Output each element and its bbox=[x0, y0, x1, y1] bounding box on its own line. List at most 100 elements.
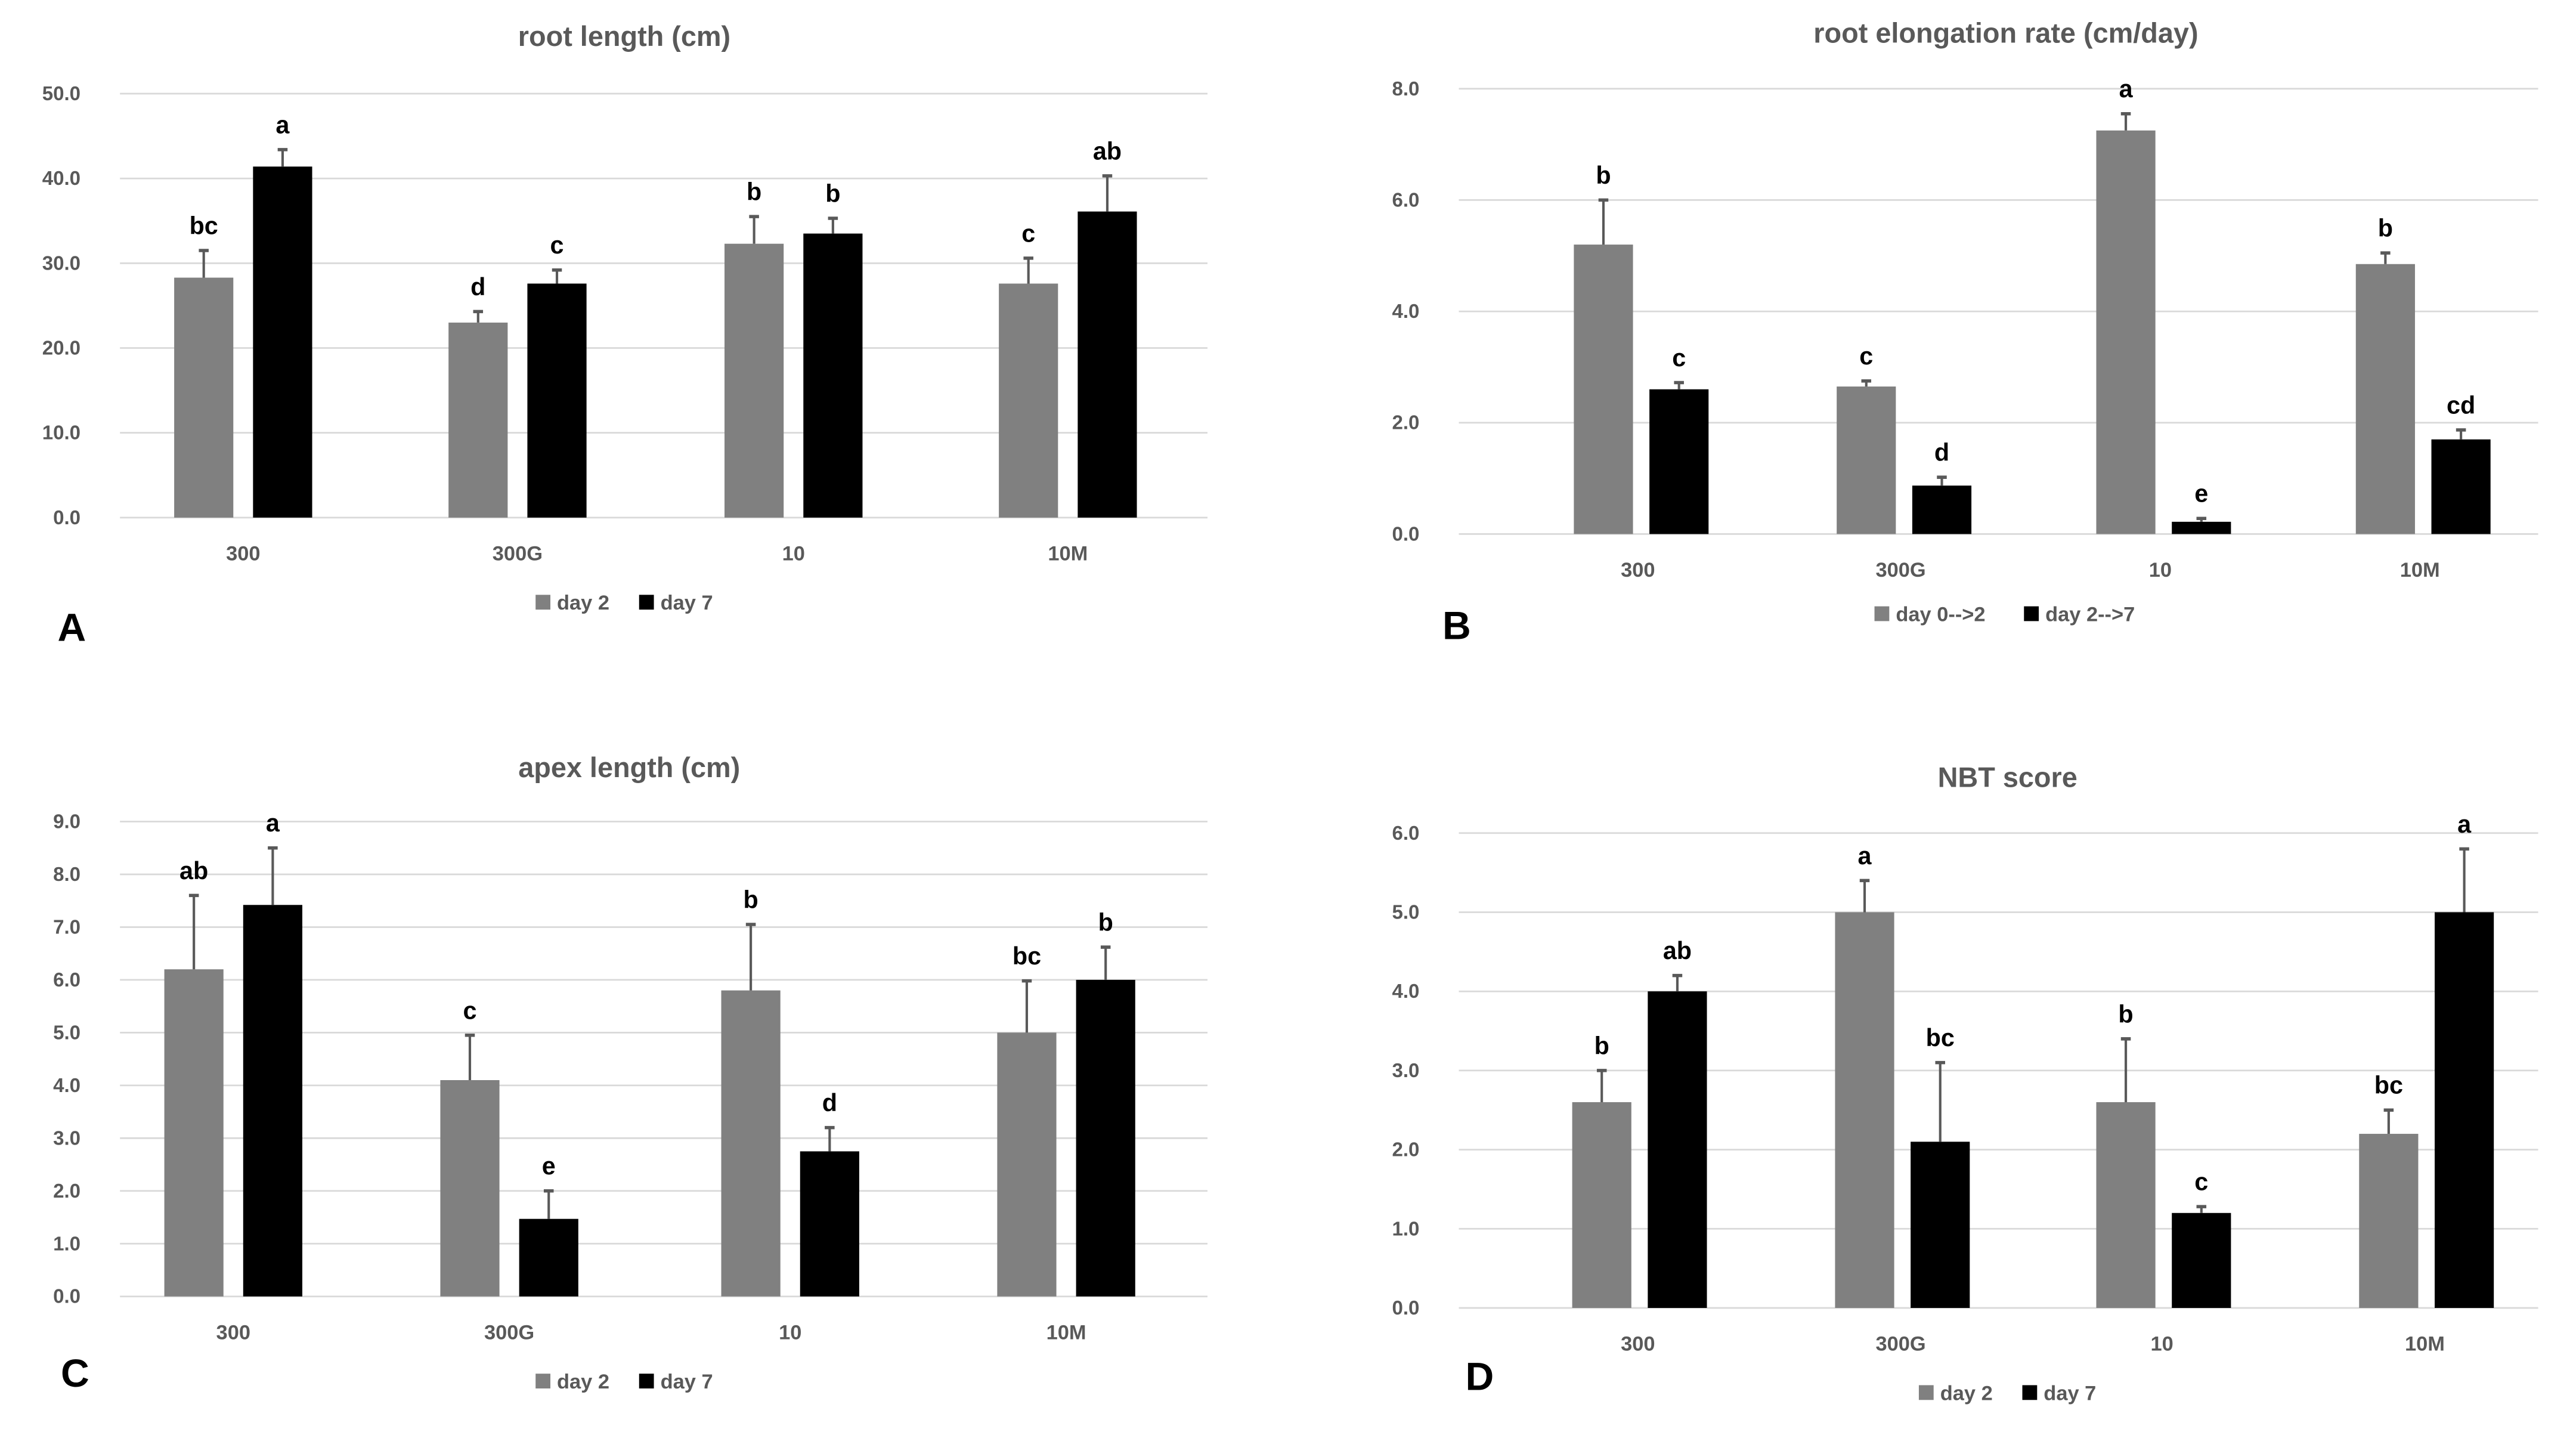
y-tick-label: 0.0 bbox=[1392, 1297, 1419, 1319]
significance-label: d bbox=[822, 1089, 837, 1116]
y-tick-label: 3.0 bbox=[53, 1127, 80, 1149]
legend-label: day 7 bbox=[661, 592, 713, 614]
y-tick-label: 4.0 bbox=[53, 1075, 80, 1097]
y-tick-label: 8.0 bbox=[1392, 78, 1419, 100]
significance-label: c bbox=[1021, 219, 1035, 247]
y-tick-label: 9.0 bbox=[53, 811, 80, 833]
y-tick-label: 6.0 bbox=[1392, 189, 1419, 211]
chart-panel-b: root elongation rate (cm/day) 0.0 2.0 4.0 6.… bbox=[1392, 18, 2538, 648]
bar-day-0-2-10M bbox=[2355, 264, 2415, 534]
x-tick-label: 300G bbox=[1876, 1333, 1926, 1356]
bar-day-2-7-10 bbox=[2172, 521, 2231, 534]
bar-day-7-10M bbox=[2435, 912, 2494, 1308]
bar-day-7-300G bbox=[527, 283, 587, 518]
panel-letter: A bbox=[57, 605, 86, 649]
bar-day-0-2-10 bbox=[2096, 130, 2156, 534]
chart-panel-d: NBT score 0.0 1.0 2.0 3.0 4.0 5.0 6.0 300 300G 10 1… bbox=[1392, 762, 2538, 1405]
significance-label: e bbox=[542, 1152, 556, 1180]
legend-swatch bbox=[2024, 606, 2039, 621]
chart-panel-a: root length (cm) 0.0 10.0 20.0 30.0 40.0 50.0 3… bbox=[42, 21, 1208, 649]
legend-swatch bbox=[535, 595, 550, 610]
y-tick-label: 1.0 bbox=[53, 1233, 80, 1255]
significance-label: c bbox=[550, 231, 564, 259]
significance-label: d bbox=[1934, 439, 1949, 466]
y-tick-label: 5.0 bbox=[53, 1022, 80, 1044]
x-tick-label: 10M bbox=[2400, 559, 2440, 582]
x-tick-label: 10M bbox=[1046, 1321, 1086, 1344]
bar-day-2-300G bbox=[440, 1080, 500, 1297]
legend-swatch bbox=[1918, 1385, 1934, 1400]
y-tick-label: 4.0 bbox=[1392, 301, 1419, 323]
y-tick-label: 1.0 bbox=[1392, 1218, 1419, 1240]
bar-day-7-10M bbox=[1076, 979, 1135, 1297]
bar-day-7-10 bbox=[803, 233, 863, 518]
x-tick-label: 10 bbox=[2151, 1333, 2174, 1356]
panel-letter: C bbox=[61, 1351, 89, 1396]
legend-swatch bbox=[1874, 606, 1890, 621]
bar-day-2-7-300G bbox=[1912, 485, 1972, 534]
bar-day-2-300 bbox=[174, 277, 234, 518]
significance-label: d bbox=[470, 273, 485, 301]
significance-label: b bbox=[747, 178, 761, 206]
significance-label: b bbox=[1098, 909, 1113, 936]
bar-day-7-300G bbox=[1911, 1142, 1970, 1308]
y-tick-label: 7.0 bbox=[53, 916, 80, 938]
x-tick-label: 300G bbox=[484, 1321, 534, 1344]
y-tick-label: 2.0 bbox=[1392, 1139, 1419, 1161]
bar-day-7-10 bbox=[800, 1151, 859, 1297]
bar-day-2-7-300 bbox=[1649, 389, 1709, 534]
bar-day-7-10 bbox=[2172, 1213, 2231, 1308]
significance-label: ab bbox=[1663, 937, 1692, 964]
legend: day 2 day 7 bbox=[535, 592, 713, 614]
bar-day-7-10M bbox=[1078, 211, 1137, 518]
significance-label: c bbox=[2194, 1168, 2208, 1196]
bar-day-2-300 bbox=[1572, 1102, 1631, 1308]
significance-label: b bbox=[825, 180, 840, 207]
significance-label: e bbox=[2194, 480, 2208, 508]
bar-day-7-300 bbox=[1648, 991, 1707, 1308]
y-tick-label: 50.0 bbox=[42, 83, 80, 105]
significance-label: b bbox=[1594, 1032, 1609, 1059]
legend-swatch bbox=[639, 595, 654, 610]
x-tick-label: 300G bbox=[1876, 559, 1926, 582]
bar-day-0-2-300 bbox=[1574, 245, 1633, 534]
significance-label: a bbox=[275, 111, 290, 138]
y-tick-label: 40.0 bbox=[42, 168, 80, 190]
significance-label: bc bbox=[2374, 1072, 2403, 1099]
legend-label: day 7 bbox=[661, 1371, 713, 1393]
bar-day-7-300 bbox=[253, 166, 312, 518]
significance-label: b bbox=[743, 886, 758, 913]
x-tick-label: 300G bbox=[493, 542, 543, 565]
bar-day-2-10 bbox=[721, 990, 781, 1297]
bar-day-2-300 bbox=[164, 969, 224, 1297]
chart-title: apex length (cm) bbox=[518, 752, 740, 783]
y-tick-label: 20.0 bbox=[42, 338, 80, 360]
bar-day-2-10 bbox=[2096, 1102, 2156, 1308]
x-tick-label: 300 bbox=[1621, 1333, 1655, 1356]
bar-day-2-7-10M bbox=[2431, 439, 2491, 534]
legend-swatch bbox=[639, 1374, 654, 1388]
legend-label: day 0-->2 bbox=[1896, 603, 1985, 626]
legend-label: day 2 bbox=[557, 1371, 609, 1393]
significance-label: a bbox=[1858, 842, 1872, 870]
legend: day 2 day 7 bbox=[535, 1371, 713, 1393]
chart-panel-c: apex length (cm) 0.0 1.0 2.0 3.0 4.0 5.0 6.0 7.0… bbox=[53, 752, 1208, 1396]
legend-label: day 2 bbox=[557, 592, 609, 614]
y-tick-label: 4.0 bbox=[1392, 981, 1419, 1003]
significance-label: bc bbox=[1926, 1024, 1955, 1051]
significance-label: c bbox=[1672, 344, 1686, 372]
y-tick-label: 0.0 bbox=[1392, 523, 1419, 545]
y-tick-label: 5.0 bbox=[1392, 902, 1419, 924]
x-tick-label: 300 bbox=[216, 1321, 250, 1344]
y-tick-label: 0.0 bbox=[53, 1286, 80, 1308]
bar-day-7-300G bbox=[519, 1218, 578, 1297]
panel-letter: B bbox=[1442, 604, 1471, 648]
legend-label: day 2-->7 bbox=[2045, 603, 2135, 626]
bar-day-2-300G bbox=[448, 322, 508, 518]
bar-day-2-300G bbox=[1835, 912, 1894, 1308]
significance-label: a bbox=[2119, 75, 2134, 103]
y-tick-label: 6.0 bbox=[1392, 822, 1419, 845]
significance-label: ab bbox=[1093, 137, 1122, 165]
significance-label: c bbox=[1859, 342, 1873, 370]
